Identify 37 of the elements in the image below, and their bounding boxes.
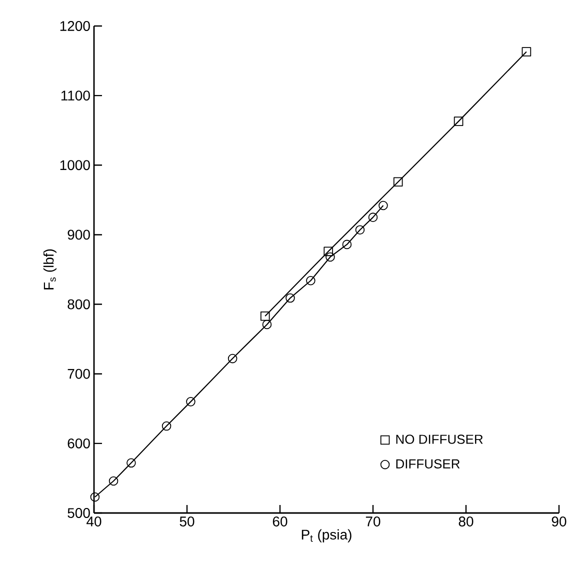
- y-tick-label: 1200: [60, 21, 90, 31]
- point: [90, 492, 100, 502]
- legend-label: DIFFUSER: [396, 459, 460, 468]
- y-tick-label: 900: [68, 230, 90, 240]
- y-tick-label: 800: [68, 299, 90, 310]
- x-tick-label: 70: [366, 516, 380, 526]
- x-axis-title: P$_{t}$ (psia): [302, 529, 352, 542]
- point: [378, 200, 388, 210]
- x-tick-label: 80: [458, 516, 474, 526]
- x-tick-label: 90: [552, 516, 566, 526]
- point: [355, 225, 365, 234]
- x-tick-label: 50: [180, 516, 194, 526]
- point: [286, 293, 295, 303]
- point: [162, 421, 172, 431]
- y-tick-label: 1100: [61, 90, 90, 101]
- point: [326, 252, 335, 262]
- point: [108, 476, 118, 486]
- point: [324, 246, 334, 256]
- point: [306, 276, 316, 286]
- point: [262, 320, 272, 330]
- point: [342, 240, 352, 250]
- x-tick-label: 40: [86, 516, 102, 526]
- point: [522, 47, 532, 56]
- point: [393, 177, 403, 186]
- point: [454, 116, 464, 126]
- y-tick-label: 500: [68, 508, 90, 518]
- y-axis-title: F$_{s}$ (lbf): [43, 249, 56, 290]
- y-tick-label: 700: [68, 368, 90, 379]
- point: [126, 458, 136, 468]
- x-tick-label: 60: [272, 516, 288, 526]
- point: [368, 212, 378, 222]
- y-tick-label: 600: [68, 438, 90, 448]
- point: [228, 354, 238, 364]
- point: [260, 311, 270, 321]
- y-tick-label: 1000: [60, 160, 90, 170]
- legend-label: NO DIFFUSER: [396, 434, 483, 444]
- point: [186, 397, 196, 406]
